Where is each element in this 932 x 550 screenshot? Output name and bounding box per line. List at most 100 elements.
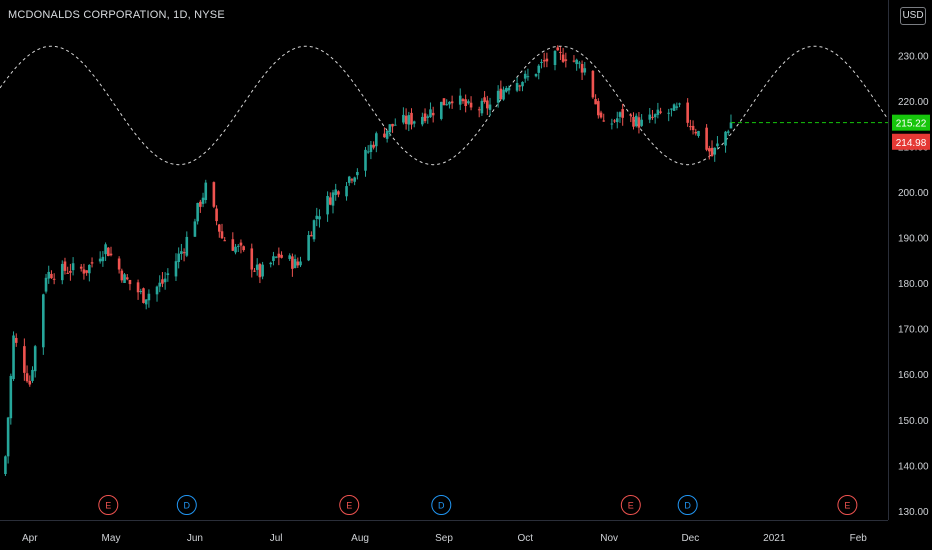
candle-body [161, 279, 164, 284]
candle-body [439, 101, 443, 119]
candle-body [393, 124, 397, 126]
candle-body [670, 108, 673, 110]
candle-body [697, 131, 700, 136]
candle-body [71, 263, 75, 271]
candle-body [421, 116, 424, 125]
candle-body [106, 247, 110, 257]
candle-body [196, 202, 199, 222]
candle-body [713, 147, 717, 155]
candle-body [236, 245, 240, 247]
candle-body [534, 73, 538, 77]
candle-body [507, 87, 511, 91]
candle-body [234, 246, 237, 253]
candle-body [293, 259, 297, 268]
candle-body [710, 147, 714, 156]
prev-price-badge [892, 133, 930, 150]
candle-body [318, 216, 321, 220]
candle-body [66, 272, 69, 274]
candle-body [44, 277, 48, 292]
candle-body [431, 112, 435, 116]
candle-body [364, 149, 367, 171]
candle-body [231, 239, 235, 251]
candle-body [526, 76, 530, 78]
candle-body [347, 176, 351, 183]
candle-body [212, 182, 216, 207]
candle-body [60, 263, 64, 281]
candle-body [504, 87, 508, 92]
price-badge-label: 214.98 [896, 138, 927, 149]
candle-body [464, 99, 467, 107]
candle-body [166, 273, 170, 276]
candle-body [182, 252, 186, 254]
currency-button[interactable]: USD [900, 7, 926, 25]
candle-body [274, 256, 278, 258]
candle-body [613, 120, 616, 122]
candle-body [299, 261, 302, 266]
candle-body [155, 286, 159, 295]
candle-body [258, 263, 262, 278]
candle-body [667, 112, 671, 114]
candle-body [469, 102, 473, 108]
dividend-marker [431, 495, 452, 515]
x-tick-label: Aug [351, 533, 369, 544]
candle-body [345, 186, 348, 197]
candle-body [136, 282, 140, 293]
candle-body [223, 240, 227, 242]
candle-body [656, 109, 660, 115]
candle-body [337, 191, 340, 195]
candle-body [277, 253, 281, 258]
candle-body [480, 100, 484, 114]
candle-body [123, 274, 126, 284]
candle-body [412, 121, 416, 124]
dividend-marker [677, 495, 698, 515]
candle-body [518, 85, 522, 87]
candle-body [591, 70, 595, 98]
candle-body [201, 197, 205, 204]
candle-body [291, 256, 294, 269]
candle-body [14, 337, 18, 343]
candle-body [385, 131, 389, 139]
candle-body [726, 131, 730, 133]
candle-body [125, 277, 129, 280]
candle-body [672, 104, 676, 111]
candle-body [388, 124, 392, 133]
candle-body [407, 115, 411, 125]
candle-body [597, 101, 600, 116]
candle-body [366, 151, 370, 153]
y-tick-label: 150.00 [898, 416, 929, 427]
x-tick-label: Sep [435, 533, 453, 544]
candle-body [634, 115, 638, 127]
candle-body [615, 118, 619, 123]
candle-body [442, 98, 446, 106]
x-tick-label: Nov [600, 533, 618, 544]
candle-body [217, 224, 221, 232]
event-marker-label: E [844, 501, 850, 511]
candle-body [109, 253, 113, 256]
candle-body [101, 256, 105, 262]
last-price-badge [892, 114, 930, 131]
candles-group [4, 45, 733, 477]
x-tick-label: Jun [187, 533, 203, 544]
candle-body [572, 60, 576, 62]
candle-body [602, 120, 606, 122]
earnings-marker [620, 495, 641, 515]
candle-body [467, 101, 470, 104]
candle-body [350, 179, 354, 181]
candle-body [372, 144, 375, 148]
candle-body [312, 220, 316, 240]
candle-body [653, 114, 657, 118]
candle-body [250, 248, 254, 270]
event-marker-label: E [628, 501, 634, 511]
earnings-marker [339, 495, 360, 515]
candle-body [402, 114, 405, 123]
candle-body [716, 143, 719, 147]
candle-body [63, 261, 67, 271]
candle-body [117, 258, 121, 270]
event-marker-label: D [438, 501, 445, 511]
candle-body [404, 115, 408, 124]
candle-body [120, 270, 124, 281]
candle-body [640, 119, 643, 126]
x-tick-label: Feb [850, 533, 868, 544]
candle-body [450, 101, 454, 104]
